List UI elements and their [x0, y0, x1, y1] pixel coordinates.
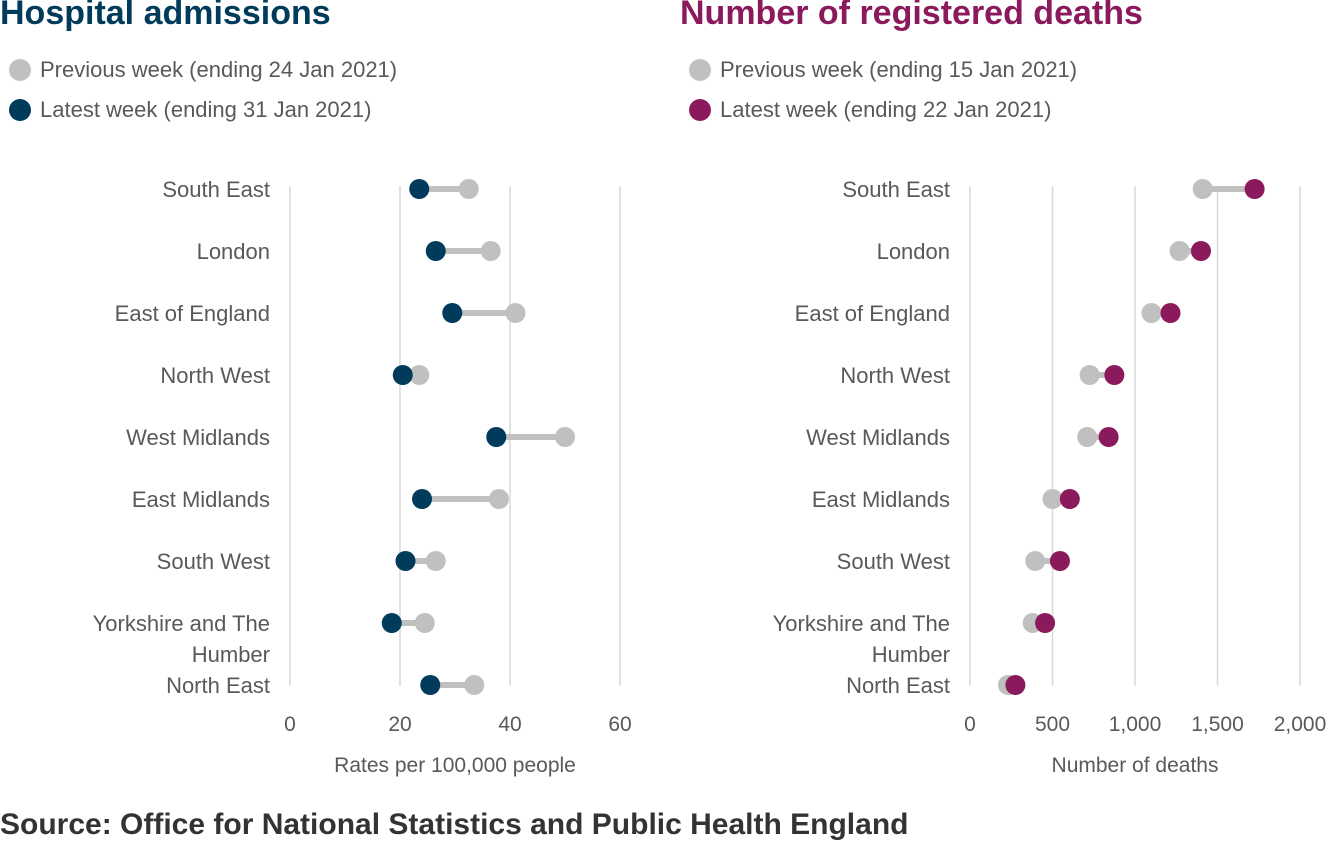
legend-dot-latest — [9, 99, 31, 121]
admissions-previous-point — [425, 551, 446, 571]
deaths-category-label: North East — [846, 673, 950, 698]
dumbbell-charts: 0 20 40 60 Rates per 100,000 people South Eas… — [93, 177, 1327, 777]
legend-item-latest: Latest week (ending 31 Jan 2021) — [9, 90, 397, 130]
deaths-legend: Previous week (ending 15 Jan 2021) Lates… — [689, 50, 1077, 130]
deaths-previous-point — [1042, 489, 1063, 509]
deaths-previous-point — [1077, 427, 1098, 447]
deaths-category-label: North West — [840, 363, 950, 388]
admissions-latest-point — [395, 551, 416, 571]
admissions-x-tick-label: 20 — [388, 713, 411, 736]
deaths-previous-point — [1192, 179, 1213, 199]
admissions-latest-point — [409, 179, 430, 199]
admissions-latest-point — [392, 365, 413, 385]
admissions-latest-point — [425, 241, 446, 261]
admissions-x-tick-label: 40 — [498, 713, 521, 736]
admissions-category-label: South West — [157, 549, 270, 574]
legend-label-previous: Previous week (ending 24 Jan 2021) — [40, 57, 398, 82]
admissions-category-label: East of England — [115, 301, 270, 326]
admissions-previous-point — [464, 675, 485, 695]
admissions-previous-point — [480, 241, 501, 261]
deaths-x-tick-label: 0 — [964, 713, 976, 736]
deaths-latest-point — [1035, 613, 1056, 633]
legend-dot-latest — [689, 99, 711, 121]
admissions-previous-point — [489, 489, 509, 509]
admissions-previous-point — [505, 303, 526, 323]
deaths-latest-point — [1098, 427, 1119, 447]
deaths-previous-point — [1025, 551, 1046, 571]
deaths-latest-point — [1104, 365, 1125, 385]
admissions-x-axis-label: Rates per 100,000 people — [334, 754, 576, 777]
deaths-latest-point — [1005, 675, 1026, 695]
admissions-x-tick-label: 60 — [608, 713, 631, 736]
legend-label-latest: Latest week (ending 22 Jan 2021) — [720, 97, 1052, 122]
admissions-previous-point — [414, 613, 435, 633]
deaths-x-axis-label: Number of deaths — [1052, 754, 1219, 777]
legend-dot-previous — [9, 59, 31, 81]
deaths-x-tick-label: 2,000 — [1274, 713, 1327, 736]
registered-deaths-title: Number of registered deaths — [680, 0, 1143, 32]
legend-dot-previous — [689, 59, 711, 81]
deaths-previous-point — [1079, 365, 1100, 385]
admissions-latest-point — [486, 427, 507, 447]
deaths-latest-point — [1160, 303, 1181, 323]
deaths-previous-point — [1169, 241, 1190, 261]
legend-item-latest: Latest week (ending 22 Jan 2021) — [689, 90, 1077, 130]
deaths-latest-point — [1049, 551, 1070, 571]
admissions-category-label: East Midlands — [132, 487, 270, 512]
deaths-x-tick-label: 1,000 — [1109, 713, 1162, 736]
deaths-previous-point — [1141, 303, 1162, 323]
admissions-previous-point — [555, 427, 575, 447]
deaths-category-label: East of England — [795, 301, 950, 326]
deaths-latest-point — [1059, 489, 1080, 509]
source-note: Source: Office for National Statistics a… — [0, 808, 909, 841]
admissions-category-label: Yorkshire and The Humber — [93, 611, 270, 667]
deaths-latest-point — [1191, 241, 1211, 261]
deaths-category-label: East Midlands — [812, 487, 950, 512]
admissions-category-label: London — [197, 239, 270, 264]
deaths-x-tick-label: 500 — [1035, 713, 1070, 736]
legend-label-latest: Latest week (ending 31 Jan 2021) — [40, 97, 372, 122]
deaths-category-label: West Midlands — [806, 425, 950, 450]
admissions-x-tick-label: 0 — [284, 713, 296, 736]
admissions-latest-point — [420, 675, 441, 695]
admissions-previous-point — [409, 365, 430, 385]
admissions-legend: Previous week (ending 24 Jan 2021) Lates… — [9, 50, 397, 130]
admissions-category-label: South East — [162, 177, 270, 202]
deaths-category-label: London — [877, 239, 950, 264]
admissions-latest-point — [381, 613, 402, 633]
admissions-latest-point — [412, 489, 432, 509]
legend-item-previous: Previous week (ending 24 Jan 2021) — [9, 50, 397, 90]
deaths-x-tick-label: 1,500 — [1191, 713, 1244, 736]
deaths-latest-point — [1244, 179, 1265, 199]
deaths-category-label: South East — [842, 177, 950, 202]
legend-label-previous: Previous week (ending 15 Jan 2021) — [720, 57, 1078, 82]
hospital-admissions-title: Hospital admissions — [0, 0, 331, 32]
legend-item-previous: Previous week (ending 15 Jan 2021) — [689, 50, 1077, 90]
admissions-previous-point — [458, 179, 479, 199]
admissions-category-label: West Midlands — [126, 425, 270, 450]
deaths-category-label: South West — [837, 549, 950, 574]
admissions-category-label: North West — [160, 363, 270, 388]
deaths-category-label: Yorkshire and The Humber — [773, 611, 950, 667]
admissions-category-label: North East — [166, 673, 270, 698]
admissions-latest-point — [442, 303, 463, 323]
